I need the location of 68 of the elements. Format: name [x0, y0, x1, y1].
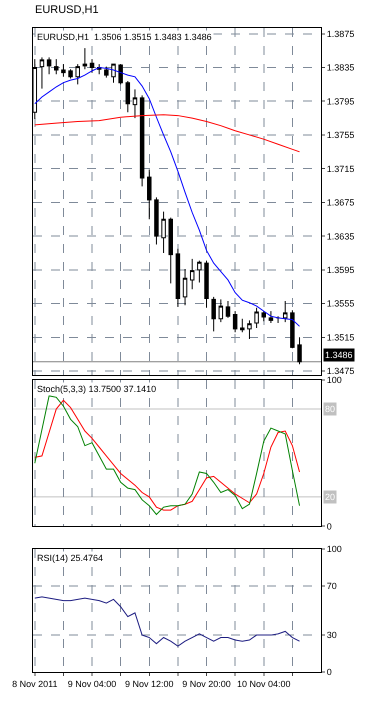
ref-line-label: 80 — [325, 404, 336, 414]
y-tick-label: 100 — [326, 374, 342, 385]
ref-line-label: 1.3486 — [325, 350, 353, 360]
candlestick — [118, 64, 123, 85]
candlestick — [197, 260, 202, 283]
candlestick — [204, 260, 209, 308]
text: RSI(14) 25.4764 — [37, 553, 104, 563]
candlestick — [232, 310, 238, 333]
candlestick — [176, 248, 180, 308]
candlestick — [168, 217, 173, 284]
candlestick — [276, 316, 280, 324]
candlestick — [297, 336, 302, 365]
x-tick-label: 8 Nov 2011 — [12, 678, 58, 689]
text: Stoch(5,3,3) 13.7500 37.1410 — [37, 384, 156, 394]
candlestick — [140, 94, 144, 187]
candlestick — [40, 56, 44, 90]
candlestick — [218, 298, 224, 323]
candlestick — [104, 66, 109, 78]
candlestick — [54, 58, 59, 75]
candlestick — [182, 268, 188, 306]
candlestick — [211, 296, 216, 332]
candlestick — [268, 310, 274, 324]
candlestick — [254, 307, 259, 329]
candlestick — [61, 64, 66, 78]
y-tick-label: 0 — [326, 521, 332, 532]
y-tick-label: 1.3475 — [326, 366, 354, 376]
x-tick-label: 9 Nov 20:00 — [182, 678, 231, 689]
x-tick-label: 9 Nov 04:00 — [68, 678, 116, 689]
line-series — [34, 67, 300, 327]
y-tick-label: 1.3835 — [326, 62, 354, 73]
candlestick — [126, 80, 130, 113]
candlestick — [190, 258, 194, 290]
x-tick-label: 10 Nov 04:00 — [236, 678, 291, 689]
candlestick — [262, 310, 266, 322]
candlestick — [46, 56, 52, 75]
y-tick-label: 1.3875 — [326, 28, 354, 39]
candlestick — [75, 64, 80, 85]
y-tick-label: 1.3595 — [326, 264, 354, 275]
y-tick-label: 30 — [326, 630, 337, 640]
candlestick — [247, 320, 252, 340]
candlestick — [161, 211, 166, 254]
y-tick-label: 1.3675 — [326, 198, 354, 208]
candlestick — [290, 310, 295, 349]
ref-line-label: 20 — [325, 492, 336, 502]
candlestick — [154, 196, 159, 246]
y-tick-label: 1.3515 — [326, 332, 354, 342]
y-tick-label: 1.3555 — [326, 298, 354, 309]
line-series — [34, 114, 300, 152]
y-tick-label: 1.3795 — [326, 96, 354, 106]
y-tick-label: 70 — [326, 580, 337, 591]
candlestick — [226, 300, 230, 318]
candlestick — [147, 169, 152, 220]
x-tick-label: 9 Nov 12:00 — [124, 678, 174, 689]
y-tick-label: 1.3635 — [326, 231, 354, 242]
candlestick — [132, 88, 138, 119]
candlestick — [68, 68, 73, 79]
text: EURUSD,H1 1.3506 1.3515 1.3483 1.3486 — [37, 32, 212, 42]
candlestick — [240, 318, 245, 333]
candlestick — [282, 300, 288, 323]
line-series — [34, 596, 300, 647]
candlestick — [111, 64, 116, 84]
chart-title: EURUSD,H1 — [35, 4, 99, 16]
y-tick-label: 100 — [326, 544, 342, 554]
y-tick-label: 0 — [326, 667, 332, 678]
y-tick-label: 1.3715 — [326, 164, 354, 174]
y-tick-label: 1.3755 — [326, 130, 354, 140]
candlestick — [90, 58, 94, 74]
candlestick — [82, 48, 88, 70]
